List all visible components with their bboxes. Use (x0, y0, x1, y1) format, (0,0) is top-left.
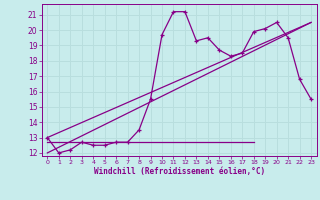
X-axis label: Windchill (Refroidissement éolien,°C): Windchill (Refroidissement éolien,°C) (94, 167, 265, 176)
